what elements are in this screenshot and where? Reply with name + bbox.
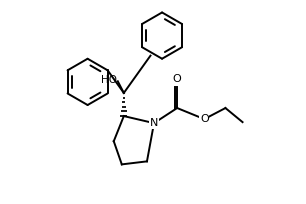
Text: O: O <box>200 114 209 124</box>
Text: HO: HO <box>101 75 117 85</box>
Text: O: O <box>173 74 181 84</box>
Text: N: N <box>150 118 158 128</box>
